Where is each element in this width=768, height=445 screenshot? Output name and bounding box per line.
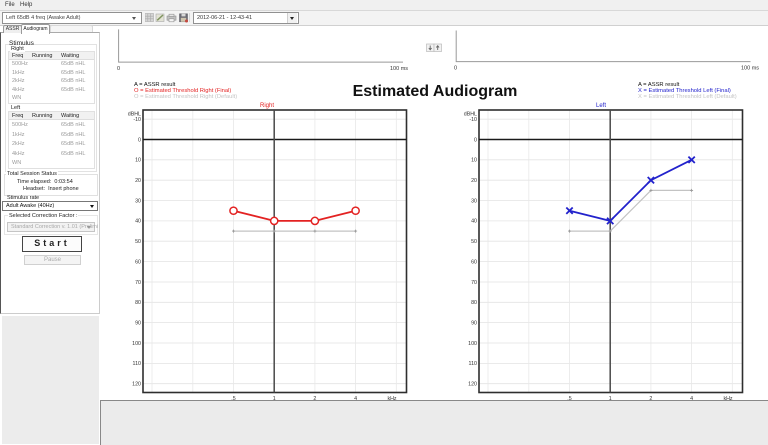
svg-text:40: 40: [471, 219, 477, 225]
svg-text:50: 50: [471, 239, 477, 245]
svg-text:120: 120: [468, 382, 477, 388]
svg-text:100: 100: [468, 341, 477, 347]
svg-text:120: 120: [132, 382, 141, 388]
svg-text:110: 110: [133, 361, 141, 367]
svg-text:0: 0: [474, 137, 477, 143]
svg-text:1: 1: [273, 396, 276, 402]
svg-text:10: 10: [471, 158, 477, 164]
svg-text:kHz: kHz: [723, 396, 732, 402]
svg-text:90: 90: [471, 320, 477, 326]
svg-text:0: 0: [454, 66, 457, 72]
svg-text:dBHL: dBHL: [128, 112, 141, 118]
svg-text:2: 2: [313, 396, 316, 402]
svg-text:1: 1: [609, 396, 612, 402]
svg-text:2: 2: [649, 396, 652, 402]
svg-text:4: 4: [690, 396, 693, 402]
svg-text:60: 60: [135, 259, 141, 265]
svg-text:110: 110: [469, 361, 477, 367]
svg-text:.5: .5: [567, 396, 571, 402]
svg-text:30: 30: [135, 198, 141, 204]
svg-text:80: 80: [471, 300, 477, 306]
svg-text:60: 60: [471, 259, 477, 265]
svg-text:70: 70: [471, 280, 477, 286]
svg-text:0: 0: [117, 66, 120, 72]
svg-text:dBHL: dBHL: [464, 112, 477, 118]
svg-text:50: 50: [135, 239, 141, 245]
svg-text:-10: -10: [133, 117, 141, 123]
svg-text:kHz: kHz: [387, 396, 396, 402]
svg-text:100 ms: 100 ms: [390, 66, 408, 72]
svg-text:70: 70: [135, 280, 141, 286]
svg-text:100: 100: [132, 341, 141, 347]
svg-text:80: 80: [135, 300, 141, 306]
svg-text:30: 30: [471, 198, 477, 204]
svg-text:10: 10: [135, 158, 141, 164]
svg-text:-10: -10: [469, 117, 477, 123]
svg-text:20: 20: [135, 178, 141, 184]
svg-text:100 ms: 100 ms: [741, 66, 759, 72]
svg-text:0: 0: [138, 137, 141, 143]
svg-text:4: 4: [354, 396, 357, 402]
svg-text:40: 40: [135, 219, 141, 225]
svg-text:20: 20: [471, 178, 477, 184]
svg-text:90: 90: [135, 320, 141, 326]
svg-text:.5: .5: [231, 396, 235, 402]
